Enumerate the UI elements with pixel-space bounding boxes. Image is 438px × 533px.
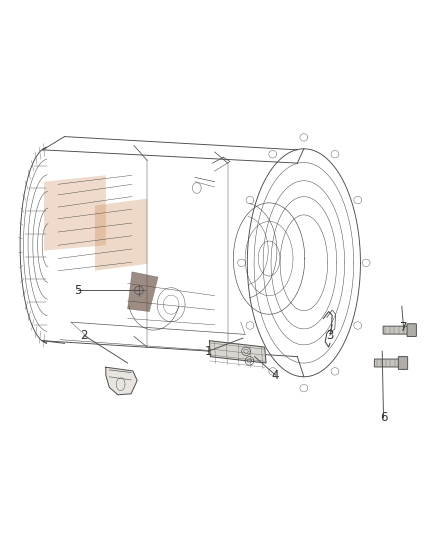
Polygon shape xyxy=(127,272,158,312)
Polygon shape xyxy=(209,341,266,363)
Polygon shape xyxy=(44,175,106,251)
FancyBboxPatch shape xyxy=(374,359,399,367)
Polygon shape xyxy=(106,367,137,395)
FancyBboxPatch shape xyxy=(407,324,417,336)
Text: 2: 2 xyxy=(80,329,88,342)
Text: 4: 4 xyxy=(272,369,279,382)
Text: 1: 1 xyxy=(205,345,212,358)
Text: 3: 3 xyxy=(326,329,334,342)
Polygon shape xyxy=(95,199,147,271)
Text: 7: 7 xyxy=(400,321,407,334)
FancyBboxPatch shape xyxy=(398,357,408,369)
Text: 5: 5 xyxy=(74,284,81,297)
Text: 6: 6 xyxy=(380,411,387,424)
FancyBboxPatch shape xyxy=(383,326,408,334)
